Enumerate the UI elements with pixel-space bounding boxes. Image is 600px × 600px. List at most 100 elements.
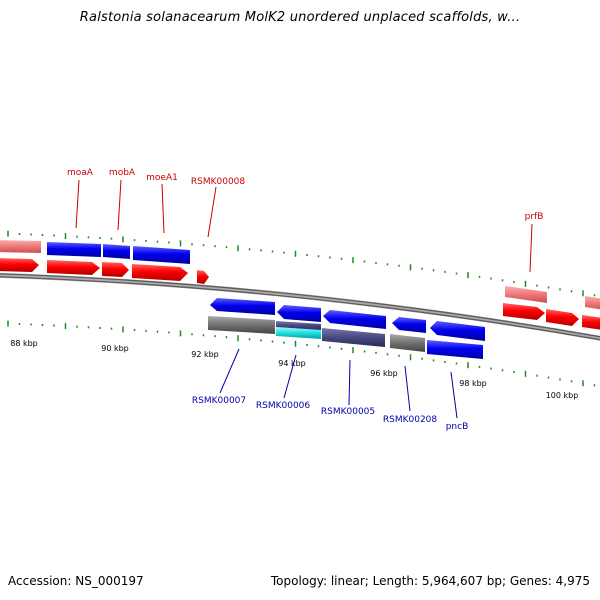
minor-tick [432, 359, 435, 362]
minor-tick [214, 245, 216, 248]
gene-RSMK00208[interactable] [390, 334, 425, 352]
gene-label-RSMK00005[interactable]: RSMK00005 [321, 407, 375, 417]
minor-tick [490, 277, 492, 280]
minor-tick [536, 284, 538, 287]
minor-tick [478, 275, 481, 278]
major-tick [179, 240, 182, 247]
major-tick [582, 380, 584, 387]
gene-label-RSMK00006[interactable]: RSMK00006 [256, 401, 311, 411]
minor-tick [536, 374, 538, 377]
minor-tick [191, 243, 193, 246]
feature-red-3[interactable] [102, 262, 129, 277]
feature-red-5[interactable] [546, 309, 579, 326]
scale-label: 98 kbp [459, 379, 487, 388]
gene-label-RSMK00208[interactable]: RSMK00208 [383, 415, 438, 425]
minor-tick [214, 335, 216, 338]
gene-RSMK00005[interactable] [322, 328, 385, 347]
minor-tick [30, 323, 32, 326]
gene-label-RSMK00008[interactable]: RSMK00008 [191, 177, 246, 187]
feature-slate-top [276, 321, 321, 330]
gene-mobA[interactable] [103, 244, 130, 259]
major-tick [352, 347, 354, 354]
minor-tick [363, 260, 366, 263]
minor-tick [444, 360, 446, 363]
gene-RSMK00007[interactable] [208, 316, 275, 334]
feature-pale-1[interactable] [0, 240, 41, 253]
minor-tick [41, 324, 44, 327]
feature-red-4[interactable] [132, 264, 188, 281]
minor-tick [18, 323, 21, 326]
gene-RSMK00008[interactable] [197, 270, 209, 284]
minor-tick [547, 286, 550, 289]
major-tick [409, 264, 412, 271]
minor-tick [501, 369, 504, 372]
major-tick [122, 326, 124, 333]
minor-tick [547, 376, 550, 379]
gene-label-mobA[interactable]: mobA [109, 168, 136, 178]
minor-tick [559, 378, 561, 381]
map-title: Ralstonia solanacearum MolK2 unordered u… [79, 10, 521, 25]
minor-tick [398, 264, 400, 267]
feature-blue-3[interactable] [323, 310, 386, 329]
upper-gene-labels: moaA mobA moeA1 RSMK00008 prfB [67, 168, 543, 222]
gene-pncB[interactable] [427, 340, 483, 359]
minor-tick [329, 256, 331, 259]
feature-blue-5[interactable] [430, 321, 485, 341]
gene-prfB[interactable] [503, 303, 545, 320]
minor-tick [375, 351, 377, 354]
minor-tick [30, 233, 32, 236]
feature-blue-4[interactable] [392, 317, 426, 333]
gene-label-RSMK00007[interactable]: RSMK00007 [192, 396, 246, 406]
upper-tick-track [7, 230, 596, 297]
lower-label-leaders [219, 348, 458, 419]
minor-tick [432, 269, 435, 272]
feature-blue-1[interactable] [210, 298, 275, 315]
minor-tick [133, 329, 136, 332]
minor-tick [53, 234, 55, 237]
major-tick [64, 323, 67, 330]
minor-tick [53, 324, 55, 327]
feature-red-1[interactable] [0, 258, 39, 272]
feature-red-2[interactable] [47, 260, 100, 275]
lower-tick-track [7, 320, 596, 387]
gene-moeA1[interactable] [133, 246, 190, 264]
minor-tick [570, 380, 573, 383]
gene-label-moaA[interactable]: moaA [67, 168, 94, 178]
feature-red-6[interactable] [582, 315, 600, 331]
chromosome-backbone [0, 272, 600, 341]
major-tick [524, 280, 527, 287]
gene-moaA[interactable] [47, 242, 101, 257]
gene-label-moeA1[interactable]: moeA1 [146, 173, 178, 183]
gene-RSMK00006[interactable] [276, 327, 321, 339]
gene-label-prfB[interactable]: prfB [525, 212, 544, 222]
minor-tick [271, 250, 274, 253]
minor-tick [110, 237, 113, 240]
gene-label-pncB[interactable]: pncB [446, 422, 469, 432]
minor-tick [202, 334, 205, 337]
minor-tick [145, 239, 147, 242]
minor-tick [306, 253, 308, 256]
minor-tick [248, 248, 251, 251]
feature-blue-2[interactable] [277, 305, 321, 322]
feature-pale-prfB[interactable] [505, 286, 547, 303]
scale-label: 88 kbp [10, 339, 38, 348]
minor-tick [156, 240, 159, 243]
major-tick [582, 290, 584, 297]
minor-tick [87, 326, 90, 329]
feature-pale-2[interactable] [585, 296, 600, 311]
minor-tick [41, 234, 44, 237]
major-tick [122, 236, 124, 243]
minor-tick [283, 341, 285, 344]
major-tick [467, 362, 469, 369]
minor-tick [99, 236, 101, 239]
minor-tick [455, 272, 458, 275]
minor-tick [421, 357, 423, 360]
minor-tick [490, 367, 492, 370]
major-tick [179, 330, 182, 337]
scale-label: 92 kbp [191, 350, 219, 359]
minor-tick [513, 371, 515, 374]
minor-tick [168, 331, 170, 334]
minor-tick [271, 340, 274, 343]
minor-tick [145, 329, 147, 332]
